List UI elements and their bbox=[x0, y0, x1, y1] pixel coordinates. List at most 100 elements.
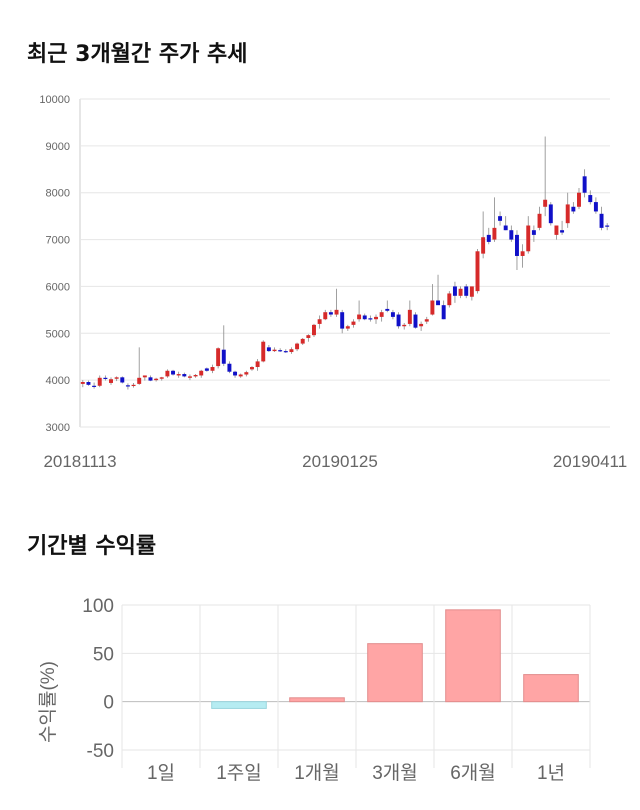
candle bbox=[295, 342, 300, 352]
candle-body bbox=[278, 350, 283, 352]
candle-body bbox=[481, 237, 486, 254]
candle-body bbox=[249, 367, 254, 370]
candle bbox=[537, 206, 542, 231]
candle-body bbox=[407, 309, 412, 324]
candle bbox=[199, 369, 204, 378]
candle-body bbox=[396, 314, 401, 327]
candle bbox=[210, 364, 215, 374]
candle-body bbox=[498, 216, 503, 221]
candle bbox=[227, 361, 232, 374]
candle bbox=[233, 370, 238, 378]
x-tick-label: 6개월 bbox=[450, 762, 496, 784]
candle-body bbox=[593, 202, 598, 212]
candle bbox=[520, 244, 525, 268]
returns-y-axis: -50 0 50 100 bbox=[82, 596, 114, 762]
candle bbox=[351, 319, 356, 328]
returns-grid bbox=[121, 604, 591, 768]
candle-body bbox=[402, 324, 407, 327]
candle-body bbox=[351, 321, 356, 325]
candle-body bbox=[114, 377, 119, 379]
candle bbox=[266, 345, 271, 353]
price-candles bbox=[80, 136, 610, 390]
candle bbox=[92, 382, 97, 389]
candle bbox=[317, 315, 322, 329]
y-tick-label: 9000 bbox=[46, 141, 70, 153]
candle-body bbox=[543, 199, 548, 207]
candle bbox=[486, 227, 491, 245]
candle-body bbox=[554, 225, 559, 235]
candle bbox=[216, 347, 221, 369]
x-tick-label: 1개월 bbox=[294, 762, 340, 784]
candle-body bbox=[514, 234, 519, 256]
x-tick-label: 1주일 bbox=[216, 762, 262, 784]
returns-bars bbox=[211, 609, 579, 709]
candle bbox=[554, 225, 559, 240]
candle-body bbox=[520, 251, 525, 256]
candle bbox=[323, 309, 328, 321]
candle-body bbox=[266, 347, 271, 352]
candle bbox=[436, 274, 441, 306]
candle-body bbox=[176, 374, 181, 376]
candle-body bbox=[419, 323, 424, 327]
candle-body bbox=[272, 349, 277, 352]
candle-body bbox=[531, 230, 536, 235]
candle-body bbox=[458, 288, 463, 296]
candle bbox=[503, 216, 508, 231]
candle bbox=[131, 382, 136, 388]
candle-body bbox=[244, 372, 249, 375]
candle-body bbox=[340, 312, 345, 329]
candle-body bbox=[469, 286, 474, 297]
candle bbox=[289, 347, 294, 354]
candle-body bbox=[120, 377, 125, 383]
candle-body bbox=[357, 314, 362, 320]
candle-body bbox=[424, 319, 429, 322]
candle-body bbox=[441, 305, 446, 320]
candle bbox=[531, 225, 536, 242]
candle-body bbox=[306, 335, 311, 338]
return-bar bbox=[367, 643, 423, 703]
candle bbox=[148, 375, 153, 382]
price-candlestick-chart: 3000 4000 5000 6000 7000 8000 9000 10000 201811… bbox=[39, 94, 627, 471]
candle-body bbox=[317, 319, 322, 324]
candle-body bbox=[97, 377, 102, 386]
y-tick-label: 50 bbox=[93, 644, 114, 665]
candle bbox=[481, 211, 486, 259]
candle bbox=[577, 188, 581, 210]
candle bbox=[159, 376, 164, 381]
candle-body bbox=[193, 374, 198, 377]
candle-body bbox=[537, 213, 542, 228]
candle-body bbox=[374, 316, 378, 320]
candle-body bbox=[255, 361, 260, 368]
candle-body bbox=[210, 367, 215, 371]
candle bbox=[379, 309, 384, 322]
candle bbox=[419, 321, 424, 331]
candle-body bbox=[503, 225, 508, 231]
price-y-axis: 3000 4000 5000 6000 7000 8000 9000 10000 bbox=[39, 94, 70, 434]
candle-body bbox=[312, 324, 316, 336]
candle bbox=[283, 349, 288, 353]
candle bbox=[165, 369, 170, 378]
candle bbox=[114, 376, 119, 382]
candle-body bbox=[345, 326, 350, 329]
x-tick-label: 20190411 bbox=[553, 452, 627, 471]
candle bbox=[300, 337, 305, 345]
y-tick-label: 6000 bbox=[46, 281, 70, 293]
candle-body bbox=[486, 234, 491, 242]
price-x-axis: 20181113 20190125 20190411 bbox=[43, 452, 627, 471]
y-tick-label: 10000 bbox=[39, 94, 70, 106]
candle-body bbox=[582, 176, 587, 193]
candle-body bbox=[154, 378, 159, 381]
candle bbox=[509, 225, 514, 242]
candle bbox=[458, 286, 463, 299]
candle-body bbox=[131, 384, 136, 387]
candle bbox=[244, 370, 249, 377]
candle bbox=[187, 374, 192, 381]
y-tick-label: 3000 bbox=[46, 422, 70, 434]
candle-body bbox=[565, 204, 570, 224]
candle-body bbox=[475, 251, 480, 292]
candle bbox=[543, 136, 548, 217]
candle bbox=[340, 309, 345, 334]
candle bbox=[492, 197, 497, 242]
candle-body bbox=[571, 206, 576, 212]
candle bbox=[441, 300, 446, 320]
